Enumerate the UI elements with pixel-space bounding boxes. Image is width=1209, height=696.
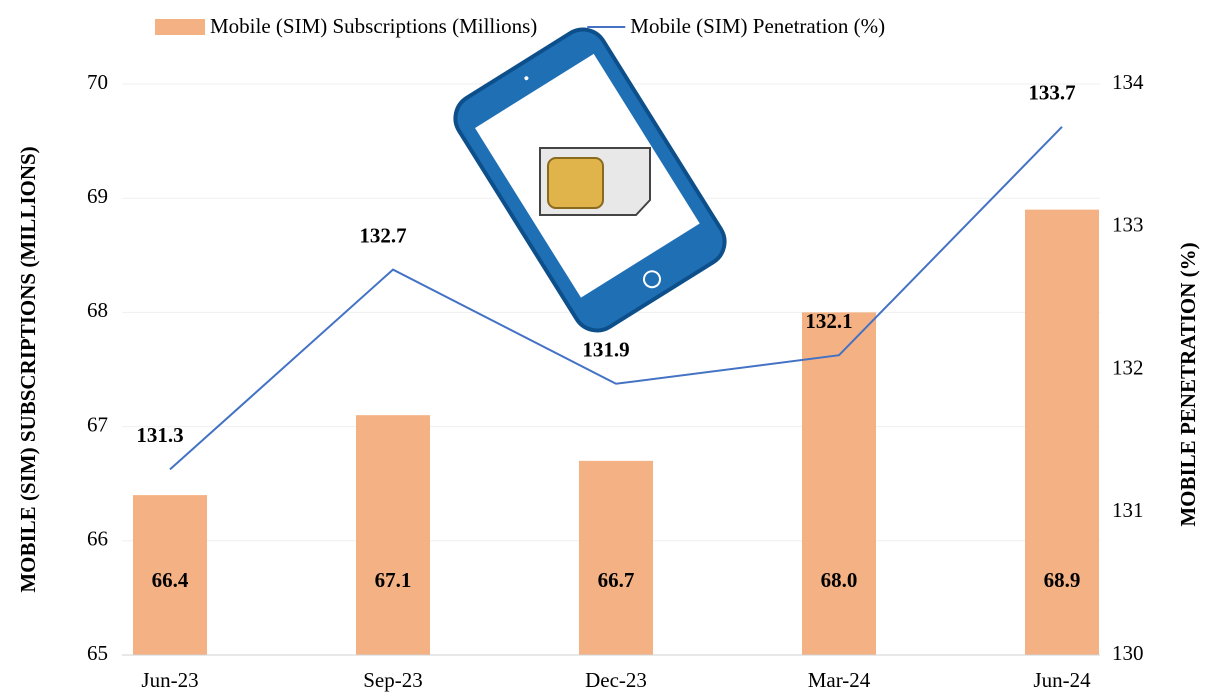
bar [356,415,430,655]
bar-label: 66.4 [152,568,189,592]
y2-tick-label: 134 [1112,70,1144,94]
y-tick-label: 65 [87,641,108,665]
y-tick-label: 68 [87,298,108,322]
line-label: 132.7 [359,223,406,247]
y2-tick-label: 130 [1112,641,1144,665]
line-label: 131.9 [582,338,629,362]
x-tick-label: Jun-24 [1033,668,1091,692]
y-tick-label: 70 [87,70,108,94]
y2-tick-label: 132 [1112,355,1144,379]
legend-label: Mobile (SIM) Subscriptions (Millions) [210,14,537,38]
y2-tick-label: 131 [1112,498,1144,522]
bar [133,495,207,655]
x-tick-label: Sep-23 [363,668,423,692]
x-tick-label: Jun-23 [141,668,198,692]
legend-swatch [155,19,205,35]
y-axis-title: MOBILE (SIM) SUBSCRIPTIONS (MILLIONS) [16,146,40,592]
legend-label: Mobile (SIM) Penetration (%) [630,14,885,38]
line-label: 132.1 [805,309,852,333]
line [169,126,1063,471]
bar-label: 68.0 [821,568,858,592]
y2-axis-title: MOBILE PENETRATION (%) [1176,242,1200,526]
bar [1025,209,1099,655]
y-tick-label: 66 [87,527,108,551]
x-tick-label: Mar-24 [808,668,871,692]
bar [802,312,876,655]
y-tick-label: 67 [87,412,108,436]
bar-label: 67.1 [375,568,412,592]
x-tick-label: Dec-23 [585,668,647,692]
sim-card [539,147,651,216]
bar [579,460,653,655]
y-tick-label: 69 [87,184,108,208]
line-label: 131.3 [136,423,183,447]
y2-tick-label: 133 [1112,213,1144,237]
bar-label: 68.9 [1044,568,1081,592]
line-label: 133.7 [1028,81,1075,105]
bar-label: 66.7 [598,568,635,592]
